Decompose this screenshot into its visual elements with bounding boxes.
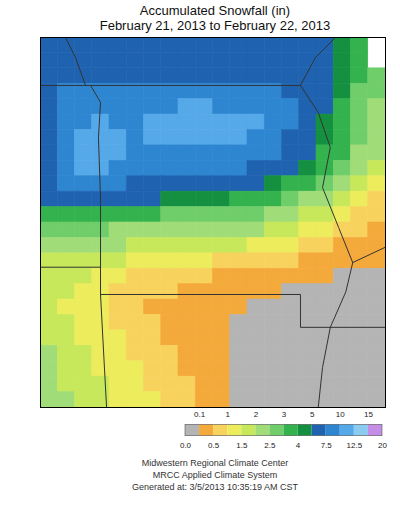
svg-text:1: 1 (225, 410, 230, 419)
svg-text:10: 10 (336, 410, 345, 419)
html-text:Generated at: 3/5/2013 10:35:1: Generated at: 3/5/2013 10:35:19 AM CST (131, 482, 298, 492)
svg-text:20: 20 (378, 441, 387, 450)
svg-text:5: 5 (310, 410, 315, 419)
svg-text:15: 15 (364, 410, 373, 419)
svg-text:0.5: 0.5 (208, 441, 220, 450)
html-text:MRCC Applied Climate System: MRCC Applied Climate System (152, 470, 278, 480)
svg-text:7.5: 7.5 (321, 441, 333, 450)
svg-text:3: 3 (282, 410, 287, 419)
svg-text:1.5: 1.5 (236, 441, 248, 450)
svg-text:0.0: 0.0 (180, 441, 192, 450)
svg-text:2.5: 2.5 (264, 441, 276, 450)
svg-text:0.1: 0.1 (194, 410, 206, 419)
html-text:Accumulated Snowfall (in): Accumulated Snowfall (in) (139, 3, 291, 18)
html-text:February 21, 2013 to February: February 21, 2013 to February 22, 2013 (99, 18, 331, 33)
svg-text:12.5: 12.5 (347, 441, 363, 450)
svg-text:2: 2 (254, 410, 259, 419)
svg-text:4: 4 (296, 441, 301, 450)
html-text:Midwestern Regional Climate Ce: Midwestern Regional Climate Center (141, 458, 289, 468)
